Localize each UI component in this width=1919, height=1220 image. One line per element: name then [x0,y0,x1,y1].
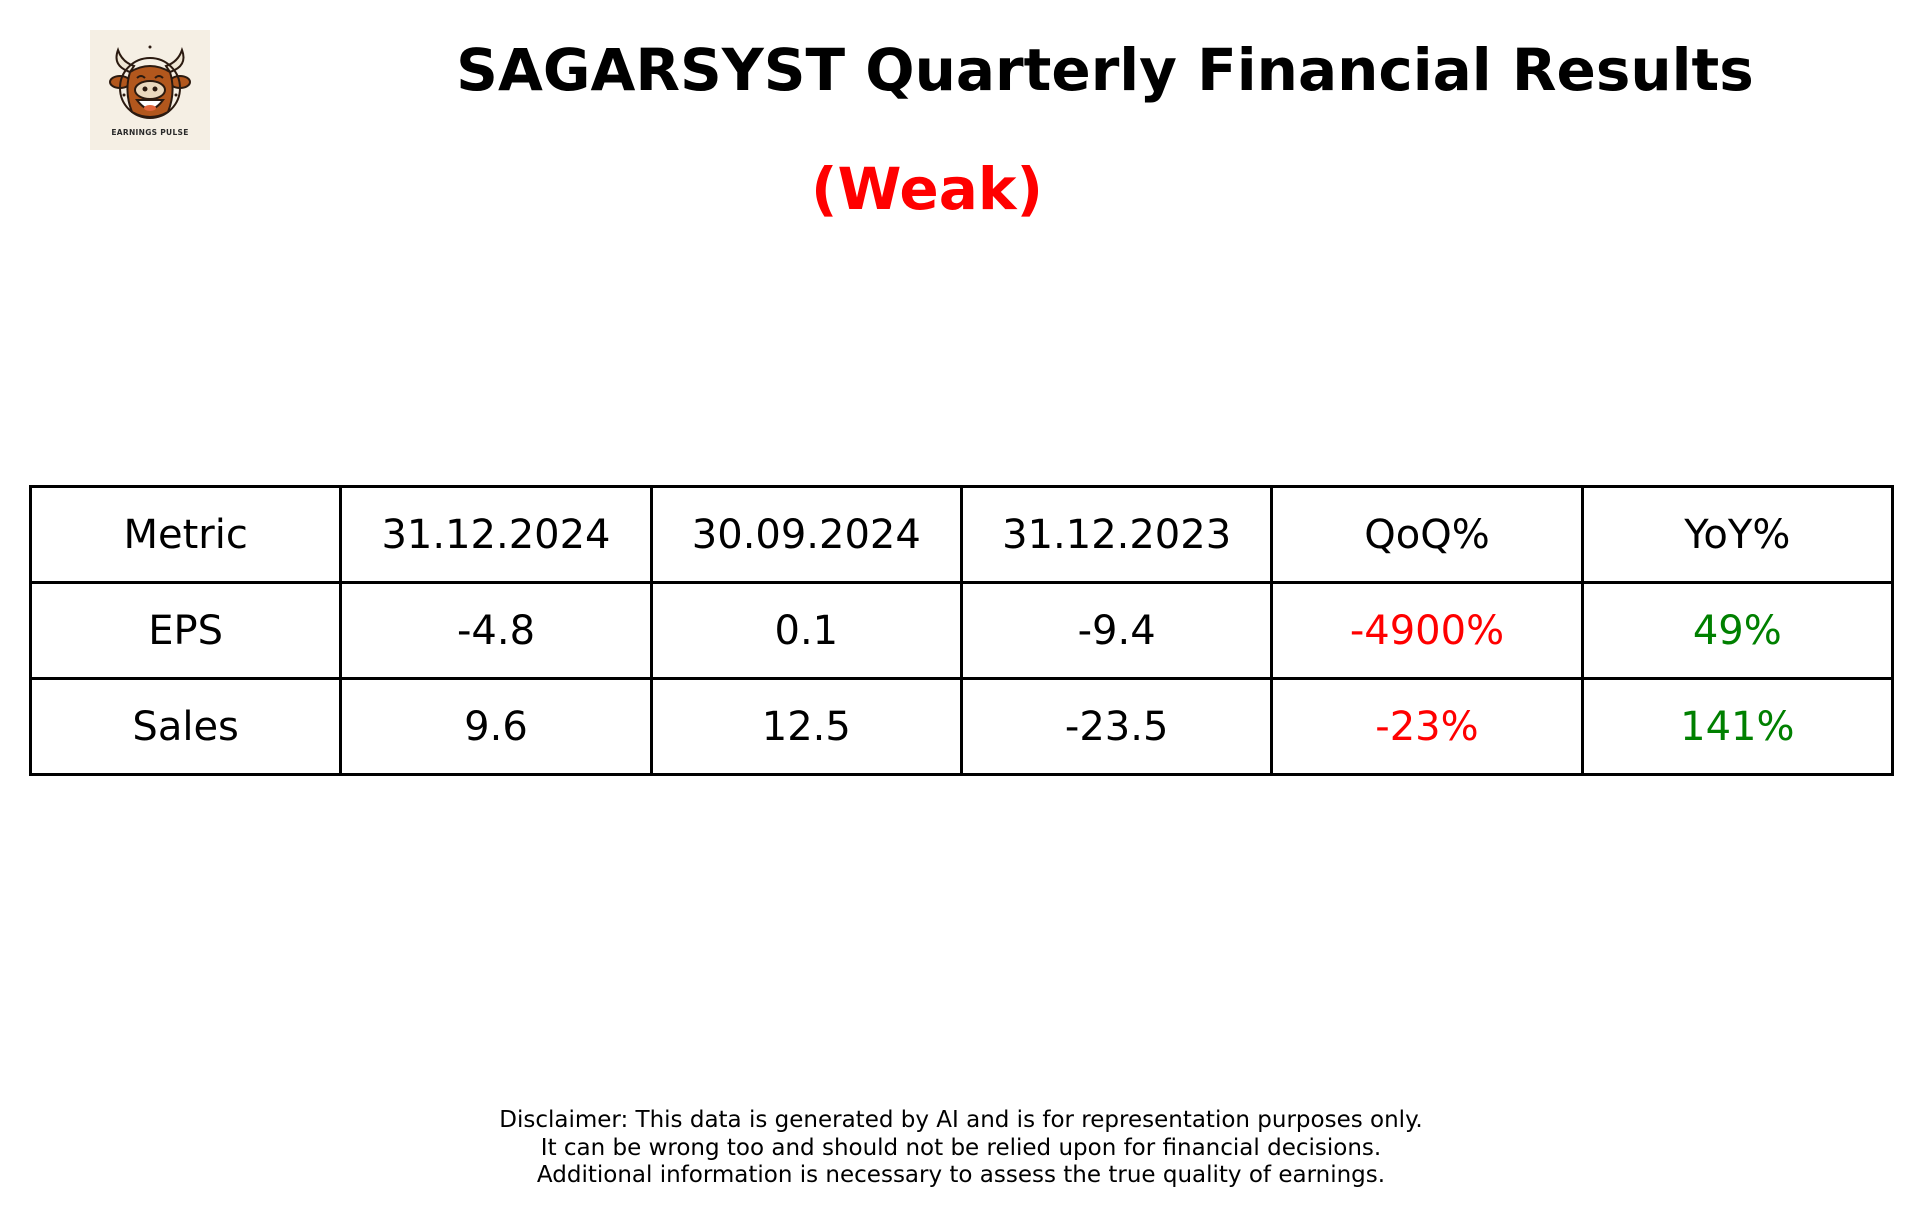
column-header-current-quarter: 31.12.2024 [339,485,653,584]
table-header-row: Metric 31.12.2024 30.09.2024 31.12.2023 … [28,485,1895,584]
disclaimer-line: Additional information is necessary to a… [536,1162,1386,1188]
current-quarter-value: 9.6 [339,677,653,776]
column-header-previous-quarter: 30.09.2024 [649,485,963,584]
column-header-yoy: YoY% [1580,485,1895,584]
column-header-metric: Metric [28,485,343,584]
disclaimer-line: Disclaimer: This data is generated by AI… [499,1107,1423,1133]
qoq-change: -23% [1270,677,1584,776]
column-header-year-ago-quarter: 31.12.2023 [959,485,1274,584]
current-quarter-value: -4.8 [339,581,653,680]
page-title: SAGARSYST Quarterly Financial Results [456,36,1754,104]
bull-head-icon [109,45,191,119]
disclaimer-line: It can be wrong too and should not be re… [540,1134,1382,1161]
results-table: Metric 31.12.2024 30.09.2024 31.12.2023 … [28,485,1895,776]
yoy-change: 49% [1580,581,1895,680]
yoy-change: 141% [1580,677,1895,776]
previous-quarter-value: 0.1 [649,581,963,680]
qoq-change: -4900% [1270,581,1584,680]
metric-name: Sales [28,677,343,776]
table-row: EPS -4.8 0.1 -9.4 -4900% 49% [28,581,1895,680]
disclaimer: Disclaimer: This data is generated by AI… [0,1107,1919,1190]
earnings-pulse-logo: EARNINGS PULSE [90,30,210,150]
year-ago-quarter-value: -9.4 [959,581,1274,680]
verdict-label: (Weak) [811,155,1043,223]
metric-name: EPS [28,581,343,680]
table-row: Sales 9.6 12.5 -23.5 -23% 141% [28,677,1895,776]
column-header-qoq: QoQ% [1270,485,1584,584]
previous-quarter-value: 12.5 [649,677,963,776]
year-ago-quarter-value: -23.5 [959,677,1274,776]
logo-label: EARNINGS PULSE [111,128,189,137]
